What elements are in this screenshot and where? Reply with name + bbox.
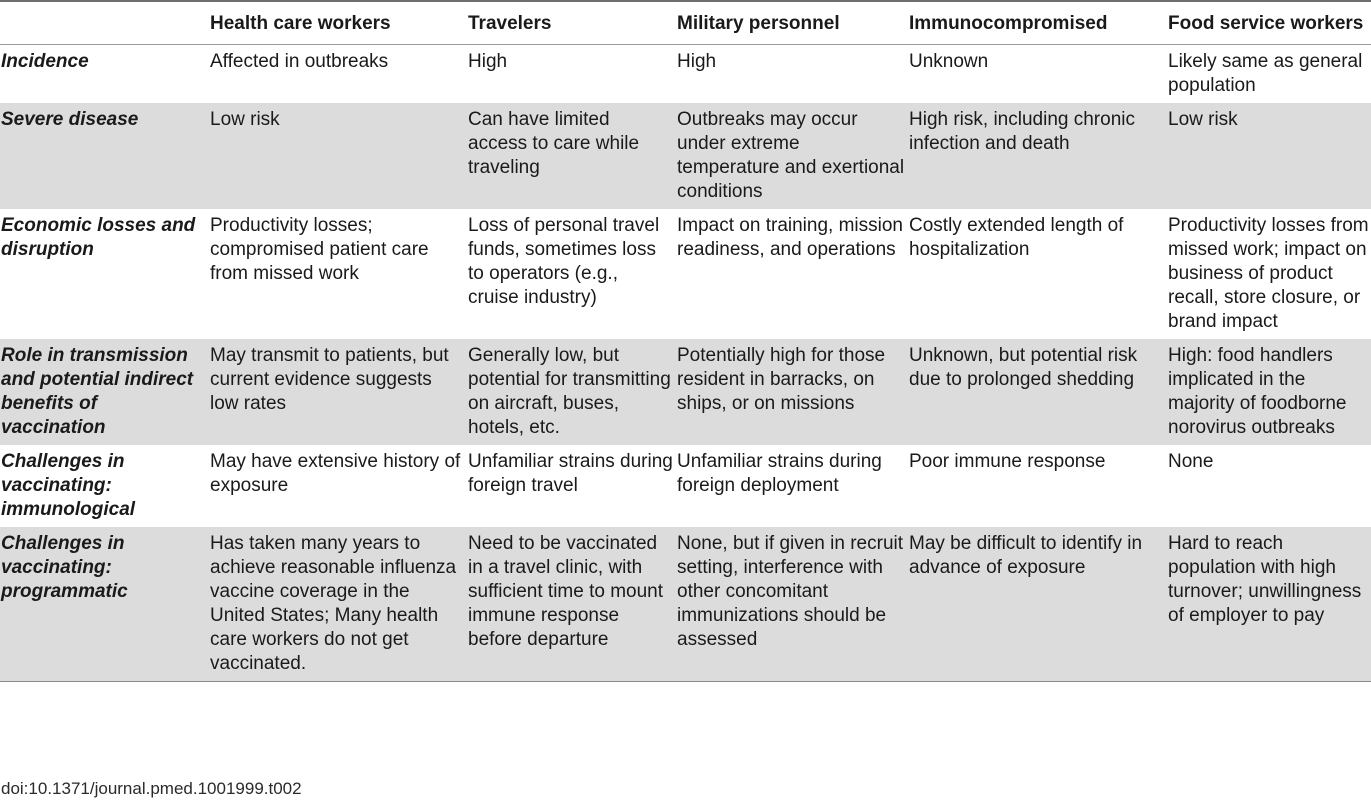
column-header-military-personnel: Military personnel [675,1,907,45]
column-header-health-care-workers: Health care workers [208,1,466,45]
table-cell: Potentially high for those resident in b… [677,345,886,414]
row-label-role-in-transmission: Role in transmission and potential indir… [1,345,194,438]
row-label-incidence: Incidence [1,51,89,72]
column-header-travelers: Travelers [466,1,675,45]
row-label-economic-losses: Economic losses and disruption [1,215,196,260]
table-cell: Outbreaks may occur under extreme temper… [677,109,905,202]
table-row: Incidence Affected in outbreaks High Hig… [0,45,1371,104]
table-cell: Unfamiliar strains during foreign deploy… [677,451,882,496]
header-row: Health care workers Travelers Military p… [0,1,1371,45]
table-cell: Unknown [909,51,989,72]
table-cell: May have extensive history of exposure [210,451,461,496]
table-cell: None, but if given in recruit setting, i… [675,527,907,682]
table-row: Role in transmission and potential indir… [0,339,1371,445]
header-corner [0,1,208,45]
table-row: Challenges in vaccinating: programmatic … [0,527,1371,682]
table-cell: Unknown, but potential risk due to prolo… [909,345,1138,390]
table-cell: Loss of personal travel funds, sometimes… [468,215,660,308]
table-cell: May transmit to patients, but current ev… [210,345,449,414]
doi-caption[interactable]: doi:10.1371/journal.pmed.1001999.t002 [1,779,302,798]
row-label-severe-disease: Severe disease [1,109,139,130]
column-header-immunocompromised: Immunocompromised [907,1,1166,45]
row-label-challenges-programmatic: Challenges in vaccinating: programmatic [0,527,208,682]
table-row: Challenges in vaccinating: immunological… [0,445,1371,527]
table-cell: Poor immune response [909,451,1106,472]
table-cell: Hard to reach population with high turno… [1166,527,1371,682]
table-cell: Impact on training, mission readiness, a… [677,215,903,260]
table-cell: Low risk [1168,109,1238,130]
column-header-food-service-workers: Food service workers [1166,1,1371,45]
table-cell: Generally low, but potential for transmi… [468,345,671,438]
table-cell: None [1168,451,1214,472]
table-cell: Productivity losses from missed work; im… [1168,215,1369,332]
table-row: Economic losses and disruption Productiv… [0,209,1371,339]
table-cell: Productivity losses; compromised patient… [210,215,429,284]
table-cell: Unfamiliar strains during foreign travel [468,451,673,496]
table-cell: Low risk [210,109,280,130]
table-cell: High risk, including chronic infection a… [909,109,1135,154]
table-cell: Costly extended length of hospitalizatio… [909,215,1124,260]
table-cell: Can have limited access to care while tr… [468,109,640,178]
table-cell: High [677,51,717,72]
risk-groups-table: Health care workers Travelers Military p… [0,1,1371,682]
row-label-challenges-immunological: Challenges in vaccinating: immunological [1,451,136,520]
table-cell: May be difficult to identify in advance … [907,527,1166,682]
table-cell: Likely same as general population [1168,51,1363,96]
table-cell: Affected in outbreaks [210,51,389,72]
table-cell: Has taken many years to achieve reasonab… [208,527,466,682]
table-cell: Need to be vaccinated in a travel clinic… [466,527,675,682]
table-cell: High [468,51,508,72]
table-cell: High: food handlers implicated in the ma… [1168,345,1347,438]
table-row: Severe disease Low risk Can have limited… [0,103,1371,209]
